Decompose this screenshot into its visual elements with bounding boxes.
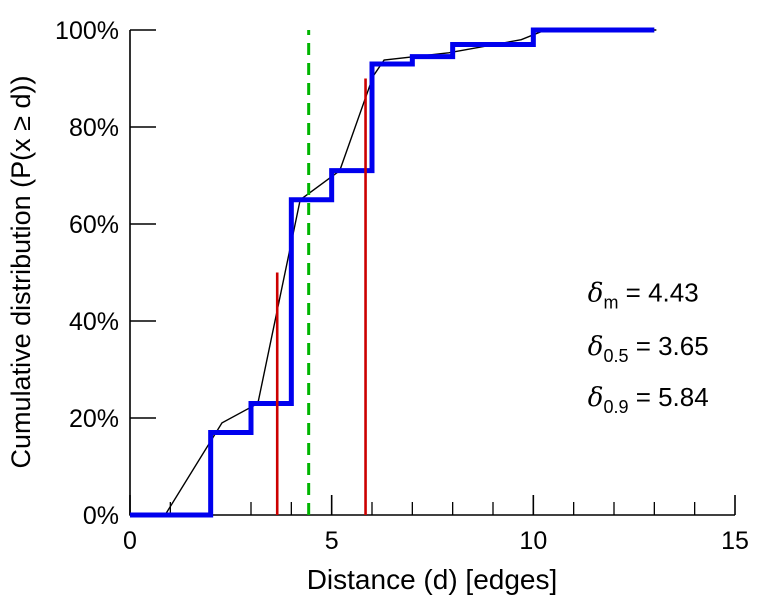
cdf-interpolated-line	[164, 29, 657, 516]
delta-0.5-label: δ0.5 = 3.65	[588, 331, 709, 366]
y-tick-label: 100%	[55, 17, 119, 45]
y-tick-label: 20%	[69, 405, 119, 433]
axes-lines	[129, 30, 735, 516]
delta-m-label: δm = 4.43	[588, 278, 699, 313]
x-axis-label: Distance (d) [edges]	[307, 564, 558, 595]
delta-0.9-label: δ0.9 = 5.84	[588, 382, 709, 417]
plot-area: 0% 20% 40% 60% 80% 100% 0 5 10 15 δm = 4.43 δ0.5 = …	[55, 17, 749, 555]
x-tick-label: 15	[721, 527, 749, 555]
y-tick-label: 60%	[69, 211, 119, 239]
x-tick-label: 10	[519, 527, 547, 555]
x-tick-label: 5	[325, 527, 339, 555]
x-tick-label: 0	[123, 527, 137, 555]
cdf-steps-line	[130, 27, 655, 518]
y-tick-label: 40%	[69, 308, 119, 336]
y-tick-label: 0%	[83, 502, 119, 530]
y-tick-label: 80%	[69, 114, 119, 142]
y-axis-label: Cumulative distribution (P(x ≥ d))	[6, 76, 36, 469]
